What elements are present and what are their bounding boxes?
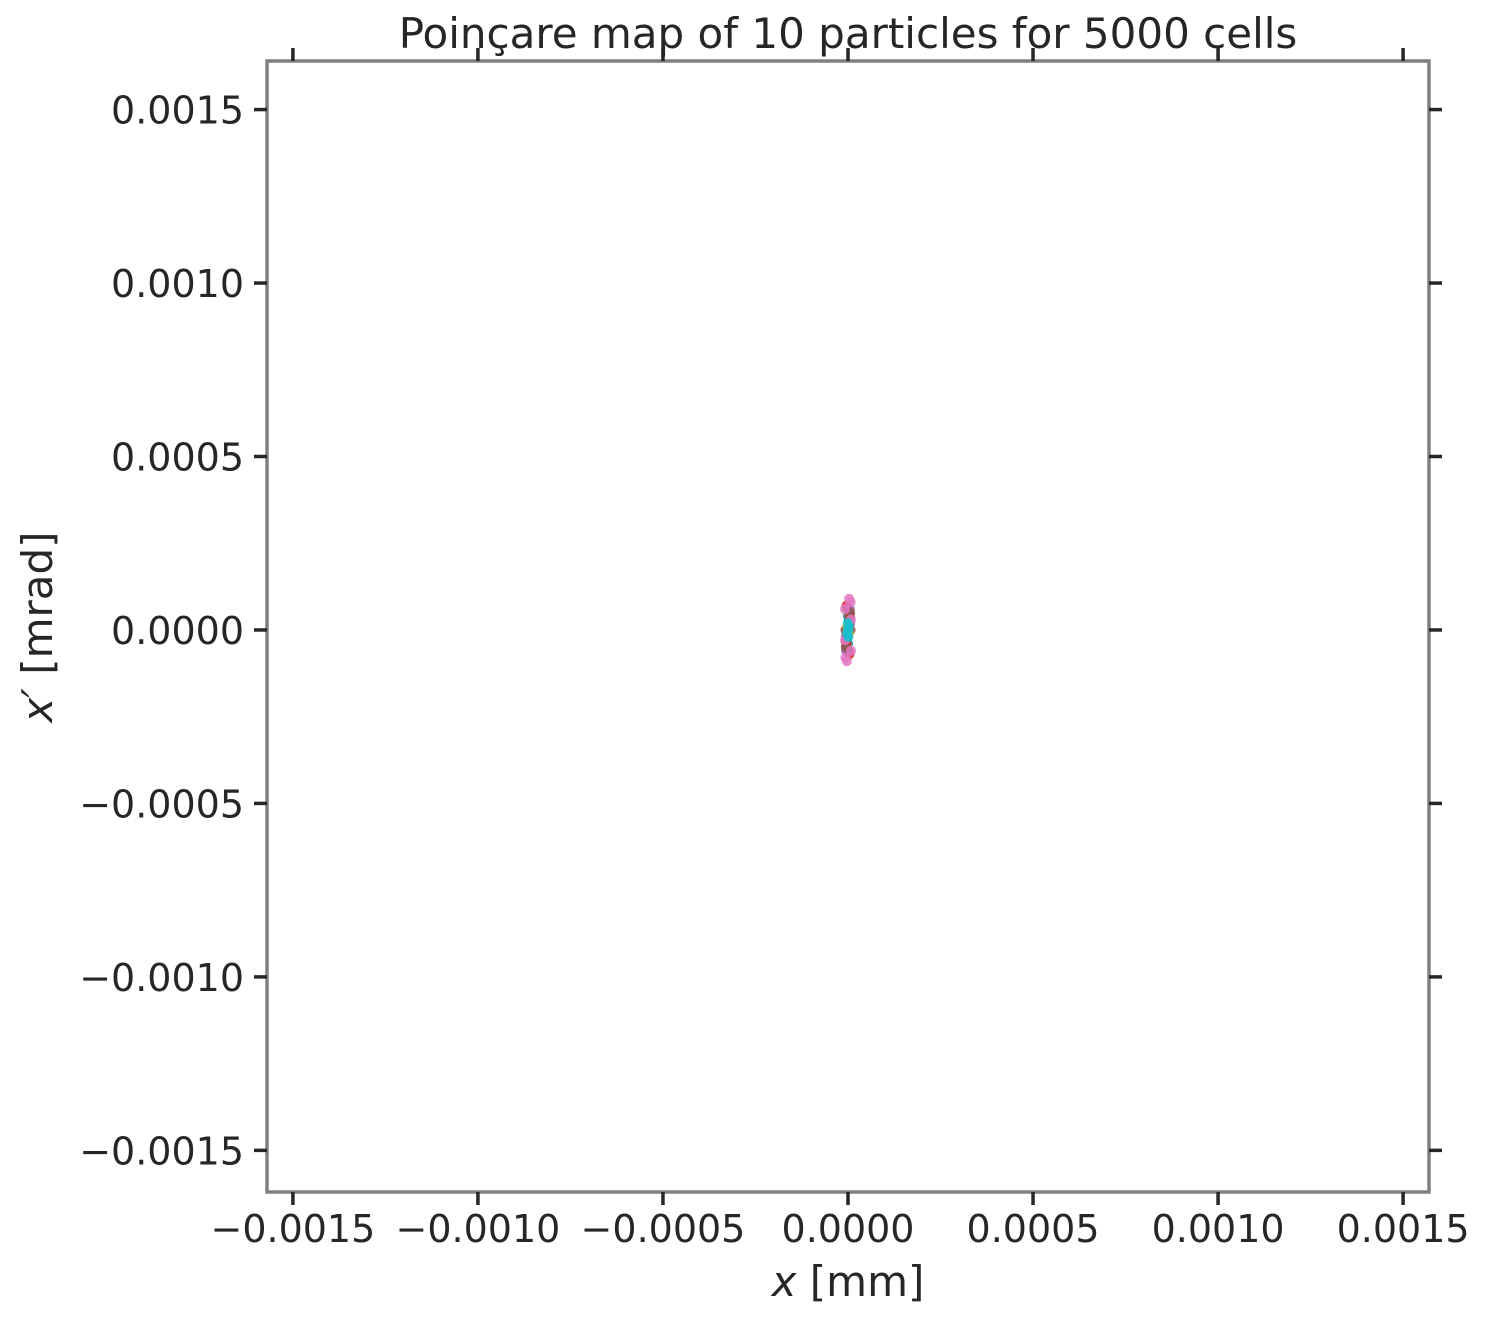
x-tick-label: 0.0015 bbox=[1337, 1207, 1470, 1251]
scatter-point-series-7 bbox=[845, 645, 856, 656]
y-tick-label: 0.0005 bbox=[111, 436, 244, 480]
x-tick-label: −0.0015 bbox=[210, 1207, 375, 1251]
y-tick-label: −0.0005 bbox=[79, 782, 244, 826]
y-tick-label: 0.0010 bbox=[111, 262, 244, 306]
y-tick-label: −0.0010 bbox=[79, 956, 244, 1000]
y-axis-label: x′ [mrad] bbox=[13, 531, 62, 724]
scatter-point-series-7 bbox=[841, 656, 852, 667]
y-tick-label: 0.0015 bbox=[111, 89, 244, 133]
y-axis-unit: [mrad] bbox=[13, 531, 62, 674]
x-tick-label: −0.0010 bbox=[396, 1207, 561, 1251]
scatter-points bbox=[840, 593, 856, 667]
scatter-point-series-10 bbox=[843, 631, 854, 642]
x-tick-label: 0.0000 bbox=[782, 1207, 915, 1251]
scatter-point-series-10 bbox=[842, 618, 853, 629]
y-axis-variable: x′ bbox=[13, 688, 62, 725]
x-tick-label: 0.0010 bbox=[1152, 1207, 1285, 1251]
y-tick-label: 0.0000 bbox=[111, 609, 244, 653]
plot-area bbox=[265, 59, 1431, 1194]
scatter-point-series-7 bbox=[840, 604, 851, 615]
y-axis-ticks: 0.0015 0.0010 0.0005 0.0000 −0.0005 −0.0010 −0… bbox=[79, 89, 1442, 1173]
x-axis-unit: [mm] bbox=[810, 1257, 925, 1306]
scatter-point-series-7 bbox=[844, 593, 855, 604]
x-axis-ticks: −0.0015 −0.0010 −0.0005 0.0000 0.0005 0.0010 0… bbox=[210, 48, 1470, 1251]
x-tick-label: −0.0005 bbox=[581, 1207, 746, 1251]
y-tick-label: −0.0015 bbox=[79, 1129, 244, 1173]
x-axis-label: x [mm] bbox=[770, 1257, 925, 1306]
x-tick-label: 0.0005 bbox=[967, 1207, 1100, 1251]
x-axis-variable: x bbox=[770, 1257, 798, 1306]
